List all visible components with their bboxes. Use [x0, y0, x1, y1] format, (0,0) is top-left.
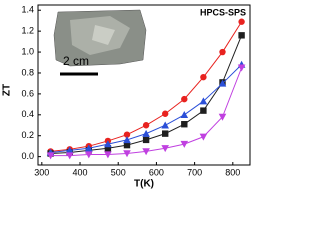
point	[162, 130, 169, 137]
point	[142, 148, 150, 156]
point	[238, 18, 245, 25]
point	[238, 32, 245, 39]
point	[123, 150, 131, 158]
point	[85, 151, 93, 159]
y-tick-label: 1.0	[21, 46, 34, 56]
point	[123, 141, 131, 149]
y-axis-title: ZT	[2, 84, 13, 96]
x-axis-title: T(K)	[134, 179, 154, 189]
plot-frame	[37, 4, 251, 166]
point	[199, 97, 208, 105]
point	[219, 48, 226, 56]
point	[142, 136, 150, 144]
point	[142, 129, 150, 137]
page: {"chart_data": {"type": "line", "x_label…	[1, 4, 251, 189]
point	[104, 145, 112, 152]
y-tick-label: 0.2	[21, 130, 34, 140]
point	[142, 122, 150, 129]
point	[162, 110, 169, 117]
point	[161, 145, 169, 153]
point	[237, 64, 246, 72]
x-tick-label: 300	[34, 167, 49, 177]
x-tick-label: 600	[149, 167, 164, 177]
point	[161, 121, 169, 129]
point	[65, 152, 74, 160]
point	[218, 113, 227, 121]
point	[199, 133, 208, 141]
point	[85, 144, 93, 152]
point	[46, 152, 55, 160]
x-tick-label: 500	[111, 167, 126, 177]
point	[65, 146, 74, 154]
scale-label: 2 cm	[63, 54, 89, 68]
y-tick-label: 1.2	[21, 26, 34, 36]
y-tick-label: 0.6	[21, 88, 34, 98]
point	[181, 95, 188, 103]
point	[180, 111, 189, 119]
inset-photo	[53, 9, 147, 76]
chart: ZT T(K) HPCS-SPS 2 cm 0.0 0.2 0.4 0.6 0.8 1.0…	[2, 4, 251, 189]
point	[123, 131, 131, 138]
point	[123, 136, 131, 144]
point	[104, 151, 112, 159]
x-tick-label: 400	[73, 167, 88, 177]
point	[200, 73, 207, 81]
point	[218, 79, 227, 87]
point	[180, 140, 189, 148]
y-tick-label: 0.4	[21, 109, 34, 119]
point	[200, 107, 207, 114]
y-tick-label: 0.8	[21, 67, 34, 77]
annotation: HPCS-SPS	[200, 7, 246, 17]
y-tick-label: 1.4	[21, 5, 34, 15]
x-tick-label: 800	[225, 167, 240, 177]
point	[104, 140, 112, 148]
x-tick-label: 700	[187, 167, 202, 177]
point	[181, 121, 188, 128]
y-tick-label: 0.0	[21, 151, 34, 161]
